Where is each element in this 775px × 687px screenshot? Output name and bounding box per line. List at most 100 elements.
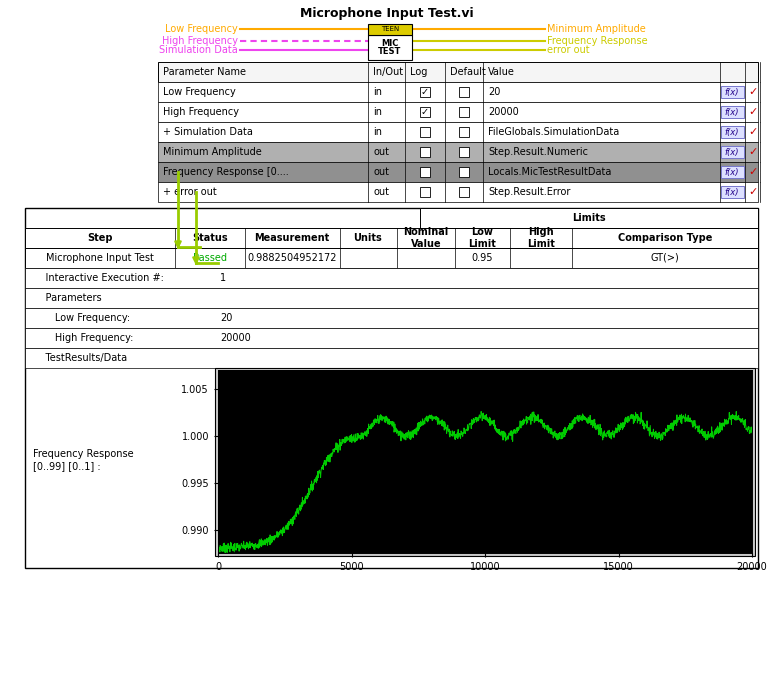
Bar bbox=[215, 368, 755, 556]
Bar bbox=[459, 107, 469, 117]
Bar bbox=[420, 208, 758, 228]
Text: 0.9882504952172: 0.9882504952172 bbox=[247, 253, 337, 263]
Text: f(x): f(x) bbox=[725, 107, 739, 117]
Bar bbox=[25, 228, 758, 248]
Text: Status: Status bbox=[192, 233, 228, 243]
Text: In/Out: In/Out bbox=[373, 67, 403, 77]
Bar bbox=[25, 208, 758, 568]
Text: ✓: ✓ bbox=[749, 127, 758, 137]
Text: out: out bbox=[373, 147, 389, 157]
Bar bbox=[158, 162, 758, 182]
Bar bbox=[420, 87, 430, 97]
Text: GT(>): GT(>) bbox=[651, 253, 680, 263]
Text: f(x): f(x) bbox=[725, 128, 739, 137]
Bar bbox=[158, 102, 758, 122]
Bar bbox=[368, 24, 412, 35]
Text: Interactive Execution #:: Interactive Execution #: bbox=[33, 273, 164, 283]
Text: High Frequency: High Frequency bbox=[163, 107, 239, 117]
Text: Locals.MicTestResultData: Locals.MicTestResultData bbox=[488, 167, 611, 177]
Text: TestResults/Data: TestResults/Data bbox=[33, 353, 127, 363]
Bar bbox=[721, 86, 744, 98]
Text: Microphone Input Test: Microphone Input Test bbox=[46, 253, 154, 263]
Text: 20000: 20000 bbox=[488, 107, 518, 117]
Bar bbox=[721, 106, 744, 118]
Bar bbox=[368, 35, 412, 60]
Text: 20: 20 bbox=[488, 87, 501, 97]
Bar bbox=[25, 348, 758, 368]
Text: Simulation Data: Simulation Data bbox=[159, 45, 238, 55]
Text: High
Limit: High Limit bbox=[527, 227, 555, 249]
Bar bbox=[721, 146, 744, 158]
Text: Frequency Response: Frequency Response bbox=[547, 36, 648, 46]
Text: in: in bbox=[373, 107, 382, 117]
Text: ✓: ✓ bbox=[749, 147, 758, 157]
Text: 1: 1 bbox=[220, 273, 226, 283]
Text: Microphone Input Test.vi: Microphone Input Test.vi bbox=[300, 8, 474, 21]
Text: Log: Log bbox=[410, 67, 427, 77]
Text: Low Frequency: Low Frequency bbox=[165, 24, 238, 34]
Text: ✓: ✓ bbox=[749, 107, 758, 117]
Bar bbox=[25, 248, 758, 268]
Text: ✓: ✓ bbox=[749, 87, 758, 97]
Text: ✓: ✓ bbox=[421, 87, 429, 97]
Text: Parameter Name: Parameter Name bbox=[163, 67, 246, 77]
Text: f(x): f(x) bbox=[725, 87, 739, 96]
Text: Parameters: Parameters bbox=[33, 293, 102, 303]
Text: ✓: ✓ bbox=[749, 187, 758, 197]
Text: in: in bbox=[373, 87, 382, 97]
Text: Low Frequency:: Low Frequency: bbox=[33, 313, 130, 323]
Text: in: in bbox=[373, 127, 382, 137]
Text: Measurement: Measurement bbox=[254, 233, 329, 243]
Text: MIC: MIC bbox=[381, 39, 398, 49]
Bar bbox=[420, 107, 430, 117]
Text: Passed: Passed bbox=[193, 253, 227, 263]
Bar bbox=[25, 268, 758, 288]
Text: Low
Limit: Low Limit bbox=[468, 227, 496, 249]
Bar bbox=[25, 328, 758, 348]
Text: Step.Result.Numeric: Step.Result.Numeric bbox=[488, 147, 588, 157]
Bar bbox=[721, 166, 744, 178]
Text: f(x): f(x) bbox=[725, 148, 739, 157]
Bar bbox=[459, 127, 469, 137]
Text: Minimum Amplitude: Minimum Amplitude bbox=[163, 147, 262, 157]
Bar bbox=[420, 147, 430, 157]
Bar bbox=[420, 127, 430, 137]
Text: Limits: Limits bbox=[572, 213, 606, 223]
Bar bbox=[158, 142, 758, 162]
Text: Units: Units bbox=[353, 233, 382, 243]
Text: Value: Value bbox=[488, 67, 515, 77]
Bar bbox=[420, 187, 430, 197]
Text: Step.Result.Error: Step.Result.Error bbox=[488, 187, 570, 197]
Text: Low Frequency: Low Frequency bbox=[163, 87, 236, 97]
Text: Minimum Amplitude: Minimum Amplitude bbox=[547, 24, 646, 34]
Text: Nominal
Value: Nominal Value bbox=[403, 227, 449, 249]
Text: error out: error out bbox=[547, 45, 590, 55]
Text: Frequency Response [0....: Frequency Response [0.... bbox=[163, 167, 289, 177]
Bar bbox=[459, 167, 469, 177]
Text: out: out bbox=[373, 167, 389, 177]
Text: 20: 20 bbox=[220, 313, 232, 323]
Bar bbox=[158, 62, 758, 82]
Text: f(x): f(x) bbox=[725, 168, 739, 177]
Text: + Simulation Data: + Simulation Data bbox=[163, 127, 253, 137]
Bar bbox=[158, 182, 758, 202]
Text: Default: Default bbox=[450, 67, 486, 77]
Bar bbox=[459, 147, 469, 157]
Bar bbox=[158, 122, 758, 142]
Text: out: out bbox=[373, 187, 389, 197]
Text: ✓: ✓ bbox=[749, 167, 758, 177]
Text: TEEN: TEEN bbox=[381, 26, 399, 32]
Bar bbox=[459, 87, 469, 97]
Bar bbox=[721, 126, 744, 138]
Text: + error out: + error out bbox=[163, 187, 217, 197]
Text: TEST: TEST bbox=[378, 47, 401, 56]
Text: Comparison Type: Comparison Type bbox=[618, 233, 712, 243]
Text: High Frequency: High Frequency bbox=[162, 36, 238, 46]
Text: High Frequency:: High Frequency: bbox=[33, 333, 133, 343]
Bar bbox=[721, 186, 744, 198]
Text: ✓: ✓ bbox=[421, 107, 429, 117]
Text: 0.95: 0.95 bbox=[471, 253, 493, 263]
Bar bbox=[420, 167, 430, 177]
Bar bbox=[25, 288, 758, 308]
Bar bbox=[158, 82, 758, 102]
